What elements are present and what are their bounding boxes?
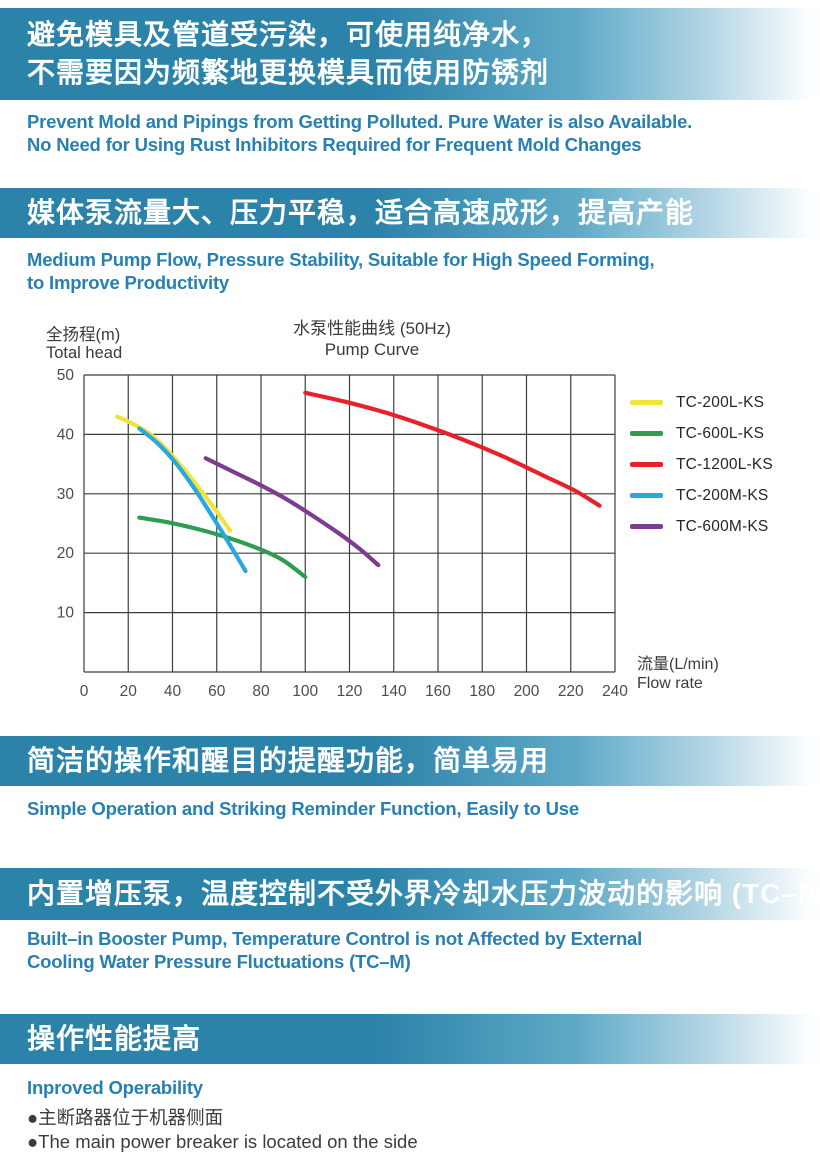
legend-label-TC-600L-KS: TC-600L-KS <box>676 424 765 442</box>
y-tick: 40 <box>57 426 75 443</box>
pump-curve-plot: 0 20 40 60 80 100 120 140 160 180 200 220 240 50 40 30 2… <box>57 367 629 700</box>
y-axis-label-en: Total head <box>46 344 123 362</box>
y-tick: 50 <box>57 367 75 384</box>
x-tick: 80 <box>252 683 270 700</box>
y-tick: 20 <box>57 545 75 562</box>
curve-TC-1200L-KS <box>303 390 602 508</box>
banner-pump-flow: 媒体泵流量大、压力平稳，适合高速成形，提高产能 <box>0 188 820 238</box>
chart-legend: TC-200L-KS TC-600L-KS TC-1200L-KS TC-200M-K… <box>630 387 773 542</box>
subtitle-pump-flow: Medium Pump Flow, Pressure Stability, Su… <box>27 248 655 294</box>
legend-swatch-TC-600M-KS <box>630 524 663 529</box>
chart-title-en: Pump Curve <box>324 340 420 359</box>
curve-TC-600M-KS <box>203 456 381 568</box>
chart-title-zh: 水泵性能曲线 (50Hz) <box>293 319 451 338</box>
legend-item-TC-1200L-KS: TC-1200L-KS <box>630 449 773 480</box>
banner-operability-line-1: 操作性能提高 <box>27 1023 202 1054</box>
legend-swatch-TC-1200L-KS <box>630 462 663 467</box>
banner-simple-operation-line-1: 简洁的操作和醒目的提醒功能，简单易用 <box>27 745 550 776</box>
curve-TC-200M-KS <box>137 426 248 574</box>
x-tick: 240 <box>602 683 628 700</box>
x-tick: 40 <box>164 683 182 700</box>
x-tick: 60 <box>208 683 226 700</box>
x-tick: 160 <box>425 683 451 700</box>
x-axis-label-zh: 流量(L/min) <box>637 656 719 673</box>
banner-simple-operation: 简洁的操作和醒目的提醒功能，简单易用 <box>0 736 820 786</box>
subtitle-simple-operation: Simple Operation and Striking Reminder F… <box>27 797 579 820</box>
legend-swatch-TC-200L-KS <box>630 400 663 405</box>
subtitle-booster-line-1: Built–in Booster Pump, Temperature Contr… <box>27 928 643 949</box>
legend-item-TC-600L-KS: TC-600L-KS <box>630 418 773 449</box>
banner-booster-line-1: 内置增压泵，温度控制不受外界冷却水压力波动的影响 (TC–M) <box>27 878 820 909</box>
subtitle-pump-flow-line-2: to Improve Productivity <box>27 272 230 293</box>
legend-swatch-TC-600L-KS <box>630 431 663 436</box>
legend-label-TC-200L-KS: TC-200L-KS <box>676 393 765 411</box>
subtitle-booster-line-2: Cooling Water Pressure Fluctuations (TC–… <box>27 951 411 972</box>
banner-booster: 内置增压泵，温度控制不受外界冷却水压力波动的影响 (TC–M) <box>0 868 820 920</box>
x-tick: 20 <box>120 683 138 700</box>
x-tick: 100 <box>292 683 318 700</box>
banner-pollution-line-2: 不需要因为频繁地更换模具而使用防锈剂 <box>27 57 550 88</box>
subtitle-pump-flow-line-1: Medium Pump Flow, Pressure Stability, Su… <box>27 249 655 270</box>
bullet-main-breaker-en: ●The main power breaker is located on th… <box>27 1131 418 1152</box>
x-tick-labels: 0 20 40 60 80 100 120 140 160 180 200 220 240 <box>80 683 629 700</box>
y-tick: 30 <box>57 486 75 503</box>
legend-item-TC-200L-KS: TC-200L-KS <box>630 387 773 418</box>
x-tick: 140 <box>381 683 407 700</box>
legend-item-TC-200M-KS: TC-200M-KS <box>630 480 773 511</box>
y-tick-labels: 50 40 30 20 10 <box>57 367 75 622</box>
banner-operability: 操作性能提高 <box>0 1014 820 1064</box>
subtitle-pollution-line-2: No Need for Using Rust Inhibitors Requir… <box>27 134 642 155</box>
x-axis-label-en: Flow rate <box>637 675 703 692</box>
y-tick: 10 <box>57 605 75 622</box>
subtitle-operability: Inproved Operability <box>27 1076 203 1099</box>
legend-item-TC-600M-KS: TC-600M-KS <box>630 511 773 542</box>
subtitle-pollution-line-1: Prevent Mold and Pipings from Getting Po… <box>27 111 693 132</box>
y-axis-label-zh: 全扬程(m) <box>46 326 121 344</box>
y-axis-label: 全扬程(m) Total head <box>46 326 122 362</box>
bullet-main-breaker-zh: ●主断路器位于机器侧面 <box>27 1107 224 1128</box>
subtitle-booster: Built–in Booster Pump, Temperature Contr… <box>27 927 642 973</box>
feature-bullet-list: ●主断路器位于机器侧面 ●The main power breaker is l… <box>27 1106 418 1154</box>
x-tick: 0 <box>80 683 89 700</box>
x-tick: 220 <box>558 683 584 700</box>
subtitle-operability-line-1: Inproved Operability <box>27 1077 203 1098</box>
subtitle-pollution: Prevent Mold and Pipings from Getting Po… <box>27 110 692 156</box>
x-tick: 180 <box>469 683 495 700</box>
banner-pump-flow-line-1: 媒体泵流量大、压力平稳，适合高速成形，提高产能 <box>27 197 695 228</box>
legend-swatch-TC-200M-KS <box>630 493 663 498</box>
pump-curve-section: 全扬程(m) Total head 水泵性能曲线 (50Hz) Pump Cur… <box>0 315 820 707</box>
x-tick: 120 <box>337 683 363 700</box>
x-axis-label: 流量(L/min) Flow rate <box>637 655 719 693</box>
legend-label-TC-600M-KS: TC-600M-KS <box>676 517 769 535</box>
x-tick: 200 <box>514 683 540 700</box>
curve-TC-600L-KS <box>137 515 308 580</box>
banner-pollution-line-1: 避免模具及管道受污染，可使用纯净水， <box>27 19 550 50</box>
legend-label-TC-1200L-KS: TC-1200L-KS <box>676 455 773 473</box>
legend-label-TC-200M-KS: TC-200M-KS <box>676 486 769 504</box>
curve-TC-200L-KS <box>115 414 233 533</box>
chart-title: 水泵性能曲线 (50Hz) Pump Curve <box>232 318 512 360</box>
banner-pollution: 避免模具及管道受污染，可使用纯净水， 不需要因为频繁地更换模具而使用防锈剂 <box>0 8 820 100</box>
subtitle-simple-operation-line-1: Simple Operation and Striking Reminder F… <box>27 798 579 819</box>
